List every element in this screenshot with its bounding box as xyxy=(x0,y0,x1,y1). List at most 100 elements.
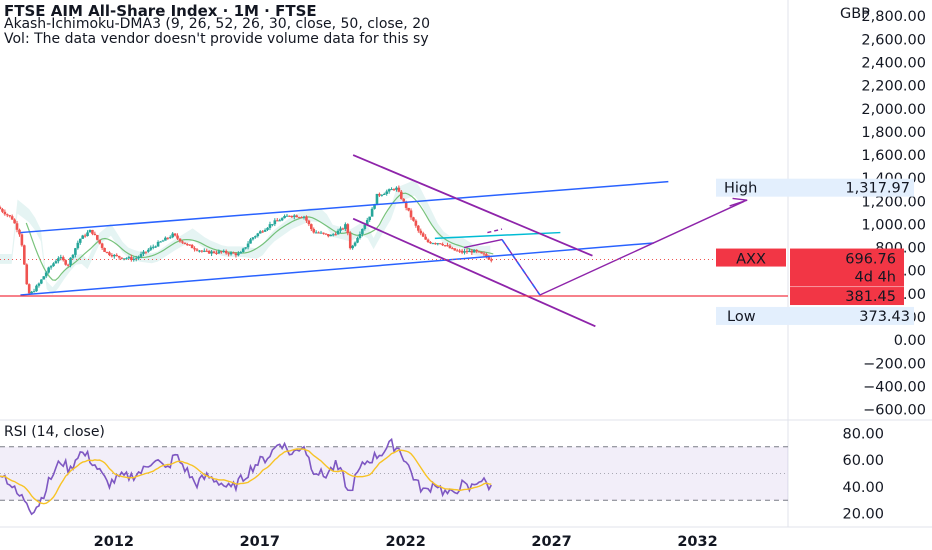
candle-body xyxy=(74,248,77,255)
candle xyxy=(185,242,189,246)
candle xyxy=(407,207,410,212)
candle-body xyxy=(424,236,427,240)
indicator-legend[interactable]: Akash-Ichimoku-DMA3 (9, 26, 52, 26, 30, … xyxy=(4,16,431,32)
candle-body xyxy=(178,238,182,242)
candle-body xyxy=(195,249,199,251)
candle xyxy=(47,266,50,274)
candle-body xyxy=(156,241,160,247)
candle-body xyxy=(365,220,369,225)
candle xyxy=(37,282,41,288)
candle xyxy=(91,229,94,236)
candle-body xyxy=(460,250,464,253)
candle xyxy=(258,230,262,234)
candle-body xyxy=(71,254,75,258)
candle xyxy=(198,250,201,253)
candle-body xyxy=(224,250,228,254)
candle-body xyxy=(273,220,277,225)
candle xyxy=(451,246,454,250)
candle-body xyxy=(275,220,279,222)
candle-body xyxy=(168,237,172,239)
candle xyxy=(322,232,325,235)
candle-body xyxy=(249,239,252,244)
candle-body xyxy=(317,232,320,234)
candle xyxy=(13,218,16,224)
candle-body xyxy=(76,242,80,249)
high-label-text: High xyxy=(724,181,757,197)
candle xyxy=(229,251,233,256)
candle xyxy=(105,251,109,254)
candle-body xyxy=(193,248,196,250)
candle-body xyxy=(88,229,92,233)
candle xyxy=(470,249,474,256)
candle-body xyxy=(173,233,177,236)
rsi-line xyxy=(0,437,492,516)
candle-body xyxy=(419,230,423,234)
candle-body xyxy=(205,250,209,252)
ascending-channel-lower xyxy=(20,242,654,296)
candle-body xyxy=(251,237,255,240)
rsi-title[interactable]: RSI (14, close) xyxy=(4,424,105,440)
candle xyxy=(317,231,320,234)
candle xyxy=(353,241,357,247)
candle-body xyxy=(125,258,128,260)
candle xyxy=(288,215,291,217)
candle-body xyxy=(302,216,306,218)
candle-body xyxy=(15,223,19,230)
candle xyxy=(443,244,447,247)
candle-body xyxy=(271,224,274,226)
time-tick-label: 2032 xyxy=(677,534,717,550)
candle xyxy=(142,250,145,257)
candle xyxy=(424,234,427,240)
candle-body xyxy=(290,216,294,218)
candle-body xyxy=(229,252,233,255)
candle-body xyxy=(451,248,454,250)
candle-body xyxy=(346,224,350,234)
candle xyxy=(181,240,184,244)
price-tick-label: 0.00 xyxy=(894,333,926,349)
candle xyxy=(0,205,2,210)
candle xyxy=(115,253,119,257)
candle-body xyxy=(37,283,41,286)
candle-body xyxy=(113,254,116,257)
candle-body xyxy=(258,231,262,234)
candle-body xyxy=(95,235,99,240)
high-label-value: 1,317.97 xyxy=(845,181,910,197)
candle xyxy=(239,250,243,254)
time-tick-label: 2022 xyxy=(385,534,425,550)
dashed-top xyxy=(487,228,503,234)
candle-body xyxy=(30,291,33,294)
candle xyxy=(385,189,389,196)
candle xyxy=(295,214,299,218)
candle xyxy=(178,238,182,243)
candle xyxy=(356,236,359,244)
candle-body xyxy=(414,220,418,226)
candle-body xyxy=(370,208,374,217)
candle-body xyxy=(61,257,65,261)
candle-body xyxy=(40,279,43,284)
candle xyxy=(431,242,435,245)
candle-body xyxy=(161,240,165,242)
candle-body xyxy=(151,246,155,248)
candle xyxy=(49,265,53,270)
candle-body xyxy=(327,234,330,237)
price-tick-label: 1,000.00 xyxy=(861,217,926,233)
candle-body xyxy=(215,252,218,254)
candle-body xyxy=(147,249,150,252)
candle-body xyxy=(47,267,50,273)
candle xyxy=(382,192,386,195)
candle-body xyxy=(52,263,55,267)
candle xyxy=(32,288,36,293)
candle-body xyxy=(246,243,250,248)
candle-body xyxy=(353,242,357,246)
candle-body xyxy=(305,216,308,221)
candle-body xyxy=(472,249,476,253)
candle xyxy=(54,259,58,264)
candle xyxy=(392,188,396,192)
candle xyxy=(8,214,12,218)
chart-title[interactable]: FTSE AIM All-Share Index · 1M · FTSE xyxy=(4,2,317,20)
candle-body xyxy=(78,238,82,243)
candle xyxy=(193,246,196,252)
candle xyxy=(244,247,247,250)
candle xyxy=(283,214,286,219)
